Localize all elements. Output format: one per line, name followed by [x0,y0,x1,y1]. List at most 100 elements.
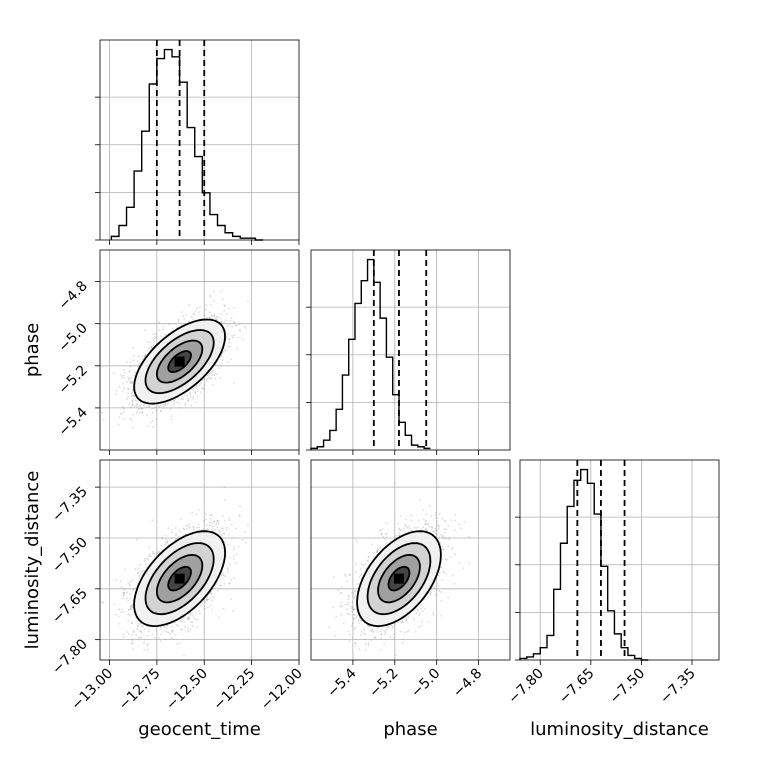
sample-point [123,633,125,635]
sample-point [175,527,177,529]
sample-point [160,544,162,546]
sample-point [205,513,207,515]
sample-point [133,632,135,634]
sample-point [177,643,179,645]
sample-point [218,530,220,532]
sample-point [211,609,213,611]
sample-point [197,396,199,398]
panel-frame [100,40,299,240]
sample-point [231,524,233,526]
sample-point [193,388,195,390]
sample-point [197,619,199,621]
sample-point [160,627,162,629]
sample-point [136,406,138,408]
sample-point [169,633,171,635]
y-tick-label: −5.2 [55,362,90,397]
sample-point [221,575,223,577]
sample-point [150,422,152,424]
sample-point [134,399,136,401]
sample-point [198,610,200,612]
sample-point [115,614,117,616]
sample-point [132,414,134,416]
sample-point [244,531,246,533]
sample-point [142,570,144,572]
sample-point [165,543,167,545]
sample-point [211,515,213,517]
sample-point [154,637,156,639]
sample-point [196,513,198,515]
sample-point [187,627,189,629]
sample-point [179,407,181,409]
sample-point [124,569,126,571]
sample-point [185,525,187,527]
sample-point [103,419,105,421]
sample-point [236,553,238,555]
sample-point [186,395,188,397]
sample-point [193,527,195,529]
sample-point [210,605,212,607]
sample-point [184,626,186,628]
sample-point [184,395,186,397]
sample-point [238,546,240,548]
sample-point [190,396,192,398]
sample-point [180,531,182,533]
sample-point [158,637,160,639]
sample-point [137,410,139,412]
y-tick-label: −4.8 [55,278,90,313]
sample-point [209,525,211,527]
sample-point [200,382,202,384]
sample-point [130,366,132,368]
sample-point [239,505,241,507]
sample-point [220,318,222,320]
sample-point [217,523,219,525]
sample-point [191,512,193,514]
sample-point [131,401,133,403]
sample-point [233,558,235,560]
sample-point [205,599,207,601]
sample-point [183,621,185,623]
sample-point [235,528,237,530]
sample-point [103,602,105,604]
sample-point [144,560,146,562]
sample-point [144,639,146,641]
sample-point [131,614,133,616]
sample-point [178,398,180,400]
sample-point [215,317,217,319]
sample-point [120,611,122,613]
sample-point [188,525,190,527]
sample-point [164,405,166,407]
sample-point [136,539,138,541]
sample-point [137,626,139,628]
sample-point [178,529,180,531]
sample-point [149,554,151,556]
sample-point [183,315,185,317]
sample-point [213,316,215,318]
sample-point [131,634,133,636]
sample-point [218,367,220,369]
sample-point [144,329,146,331]
sample-point [127,600,129,602]
sample-point [226,325,228,327]
sample-point [154,406,156,408]
sample-point [134,372,136,374]
sample-point [183,528,185,530]
sample-point [228,517,230,519]
sample-point [223,574,225,576]
sample-point [127,396,129,398]
sample-point [147,425,149,427]
sample-point [171,529,173,531]
sample-point [247,300,249,302]
sample-point [213,291,215,293]
sample-point [213,521,215,523]
sample-point [195,613,197,615]
sample-point [166,631,168,633]
sample-point [220,377,222,379]
sample-point [141,637,143,639]
sample-point [147,635,149,637]
sample-point [131,420,133,422]
sample-point [176,624,178,626]
sample-point [205,601,207,603]
sample-point [239,330,241,332]
sample-point [171,630,173,632]
sample-point [188,523,190,525]
